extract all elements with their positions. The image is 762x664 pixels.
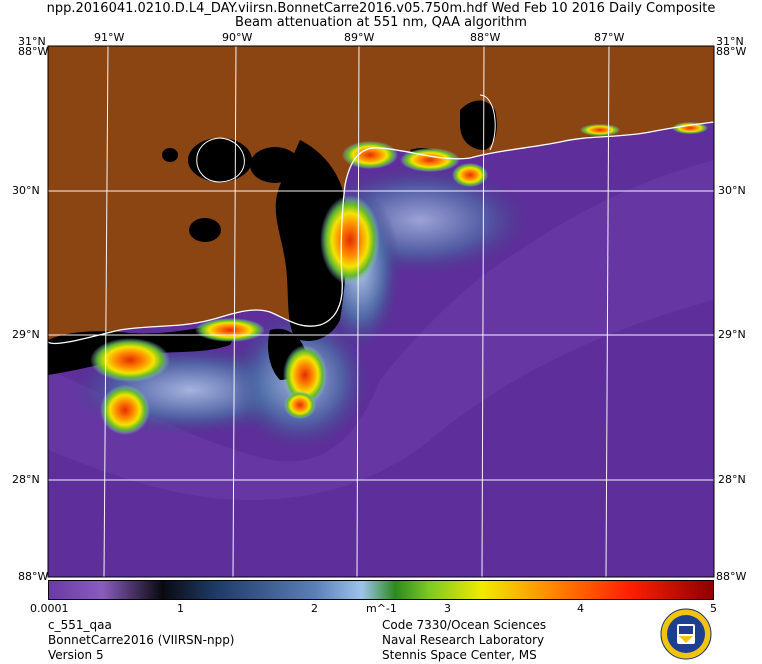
lon-label-90w: 90°W (222, 31, 253, 44)
org-code: Code 7330/Ocean Sciences (382, 618, 547, 632)
colorbar (48, 580, 714, 600)
corner-label-top-right: 31°N (716, 35, 744, 48)
lat-label-left-29n: 29°N (12, 328, 40, 341)
colorbar-tick-0: 0.0001 (30, 602, 69, 615)
lat-label-right-29n: 29°N (718, 328, 746, 341)
lat-label-right-30n: 30°N (718, 184, 746, 197)
lon-label-91w: 91°W (94, 31, 125, 44)
lat-label-right-28n: 28°N (718, 473, 746, 486)
lat-label-left-30n: 30°N (12, 184, 40, 197)
org-name: Naval Research Laboratory (382, 633, 545, 647)
org-location: Stennis Space Center, MS (382, 648, 537, 662)
colorbar-unit: m^-1 (366, 602, 397, 615)
lon-label-89w: 89°W (344, 31, 375, 44)
corner-label-top-right-sub: 88°W (716, 45, 747, 58)
corner-label-bottom-left: 88°W (18, 570, 49, 583)
corner-label-bottom-right: 88°W (716, 570, 747, 583)
colorbar-tick-5: 5 (710, 602, 717, 615)
lon-label-88w: 88°W (470, 31, 501, 44)
corner-label-top-left-sub: 88°W (18, 45, 49, 58)
lon-label-87w: 87°W (594, 31, 625, 44)
dataset-name: BonnetCarre2016 (VIIRSN-npp) (48, 633, 235, 647)
map-subtitle: Beam attenuation at 551 nm, QAA algorith… (235, 15, 527, 30)
colorbar-tick-4: 4 (577, 602, 584, 615)
version-label: Version 5 (48, 648, 104, 662)
colorbar-tick-2: 2 (311, 602, 318, 615)
product-name: c_551_qaa (48, 618, 112, 632)
nrl-seal-icon (660, 608, 712, 660)
colorbar-tick-3: 3 (444, 602, 451, 615)
colorbar-tick-1: 1 (177, 602, 184, 615)
lat-label-left-28n: 28°N (12, 473, 40, 486)
map-title: npp.2016041.0210.D.L4_DAY.viirsn.BonnetC… (46, 1, 716, 16)
corner-label-top-left: 31°N (18, 35, 46, 48)
